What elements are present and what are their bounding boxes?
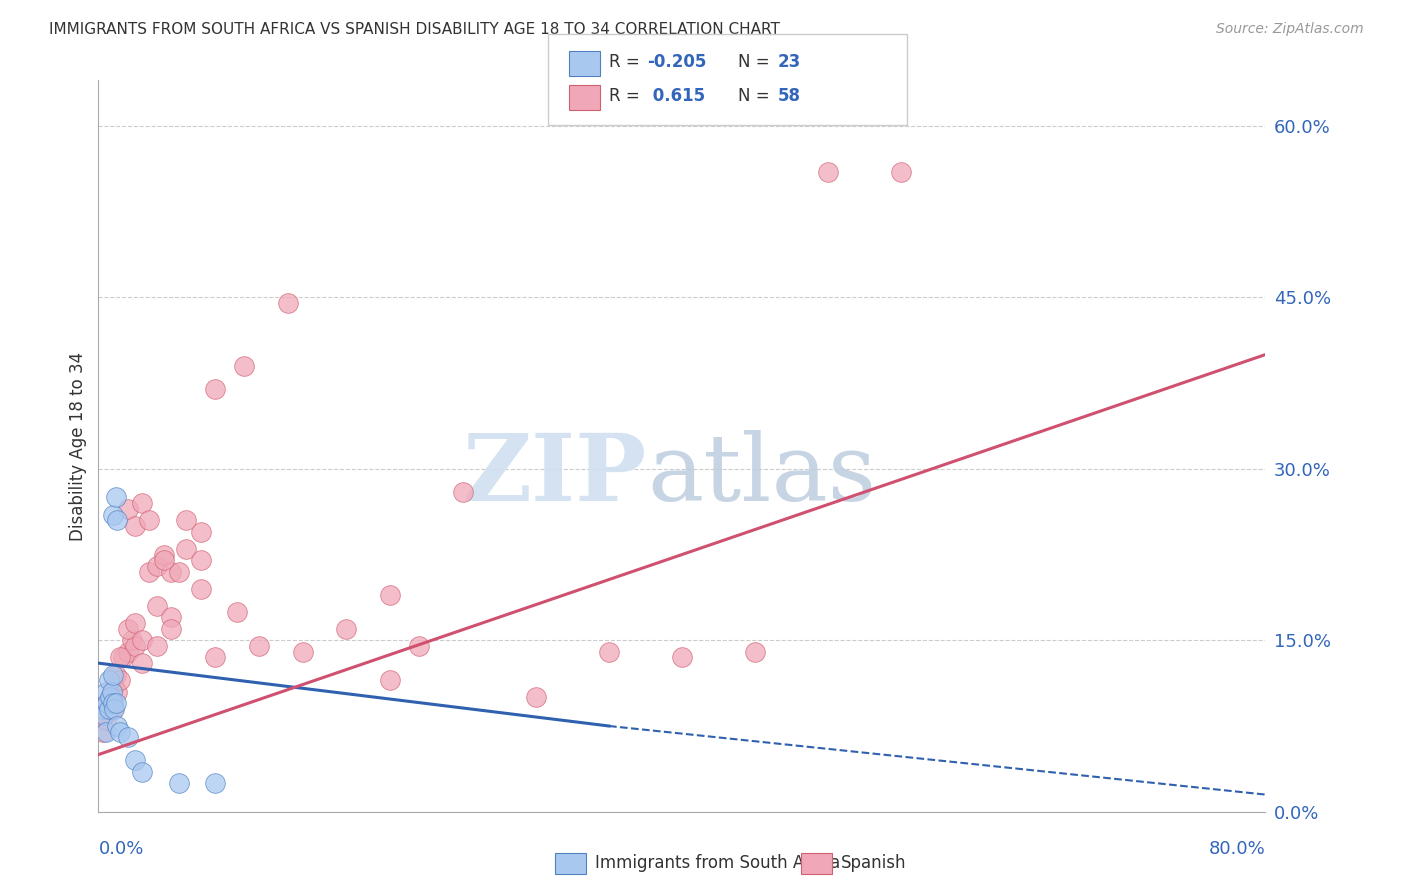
Point [100, 696, 122, 710]
Point [138, 513, 160, 527]
Point [204, 650, 226, 665]
Point [146, 599, 169, 613]
Point [104, 491, 127, 505]
Point [97, 702, 120, 716]
Point [97, 673, 120, 688]
Point [98, 690, 121, 705]
Text: 0.615: 0.615 [647, 87, 704, 105]
Point [105, 719, 128, 733]
Text: -0.205: -0.205 [647, 54, 706, 71]
Point [103, 679, 125, 693]
Point [124, 753, 146, 767]
Point [97, 702, 120, 716]
Point [117, 622, 139, 636]
Point [890, 164, 912, 178]
Point [101, 667, 124, 681]
Point [190, 524, 212, 539]
Point [91, 702, 114, 716]
Text: 23: 23 [778, 54, 801, 71]
Point [131, 764, 153, 779]
Point [103, 702, 125, 716]
Point [204, 776, 226, 790]
Point [104, 696, 127, 710]
Point [160, 622, 183, 636]
Point [117, 731, 139, 745]
Point [94, 714, 117, 728]
Point [104, 667, 127, 681]
Point [204, 382, 226, 396]
Point [94, 724, 117, 739]
Point [124, 639, 146, 653]
Point [131, 496, 153, 510]
Point [100, 684, 122, 698]
Point [105, 684, 128, 698]
Point [291, 645, 314, 659]
Text: R =: R = [609, 87, 645, 105]
Point [174, 541, 197, 556]
Y-axis label: Disability Age 18 to 34: Disability Age 18 to 34 [69, 351, 87, 541]
Point [146, 639, 169, 653]
Point [117, 501, 139, 516]
Point [96, 696, 118, 710]
Point [524, 690, 547, 705]
Text: ZIP: ZIP [463, 430, 647, 520]
Point [226, 605, 249, 619]
Point [167, 776, 190, 790]
Point [98, 690, 121, 705]
Point [96, 696, 118, 710]
Point [408, 639, 430, 653]
Text: 0.0%: 0.0% [98, 840, 143, 858]
Point [335, 622, 357, 636]
Point [93, 707, 115, 722]
Point [671, 650, 693, 665]
Point [160, 565, 183, 579]
Point [153, 553, 176, 567]
Point [146, 559, 169, 574]
Point [91, 724, 114, 739]
Text: Immigrants from South Africa: Immigrants from South Africa [595, 855, 839, 872]
Point [167, 565, 190, 579]
Point [380, 673, 402, 688]
Point [380, 588, 402, 602]
Point [112, 650, 135, 665]
Point [110, 724, 132, 739]
Point [174, 513, 197, 527]
Point [101, 508, 124, 522]
Text: IMMIGRANTS FROM SOUTH AFRICA VS SPANISH DISABILITY AGE 18 TO 34 CORRELATION CHAR: IMMIGRANTS FROM SOUTH AFRICA VS SPANISH … [49, 22, 780, 37]
Point [124, 519, 146, 533]
Point [117, 645, 139, 659]
Text: N =: N = [738, 54, 775, 71]
Text: 58: 58 [778, 87, 800, 105]
Point [93, 707, 115, 722]
Point [131, 656, 153, 670]
Text: N =: N = [738, 87, 775, 105]
Point [94, 684, 117, 698]
Point [160, 610, 183, 624]
Point [190, 553, 212, 567]
Point [817, 164, 839, 178]
Point [101, 696, 124, 710]
Point [277, 296, 299, 310]
Text: Source: ZipAtlas.com: Source: ZipAtlas.com [1216, 22, 1364, 37]
Text: atlas: atlas [647, 430, 876, 520]
Point [121, 633, 143, 648]
Point [110, 650, 132, 665]
Text: 80.0%: 80.0% [1209, 840, 1265, 858]
Point [153, 548, 176, 562]
Text: R =: R = [609, 54, 645, 71]
Point [451, 484, 474, 499]
Point [131, 633, 153, 648]
Point [124, 616, 146, 631]
Point [110, 673, 132, 688]
Point [247, 639, 270, 653]
Text: Spanish: Spanish [841, 855, 907, 872]
Point [101, 702, 124, 716]
Point [598, 645, 620, 659]
Point [105, 513, 128, 527]
Point [138, 565, 160, 579]
Point [744, 645, 766, 659]
Point [190, 582, 212, 596]
Point [233, 359, 256, 373]
